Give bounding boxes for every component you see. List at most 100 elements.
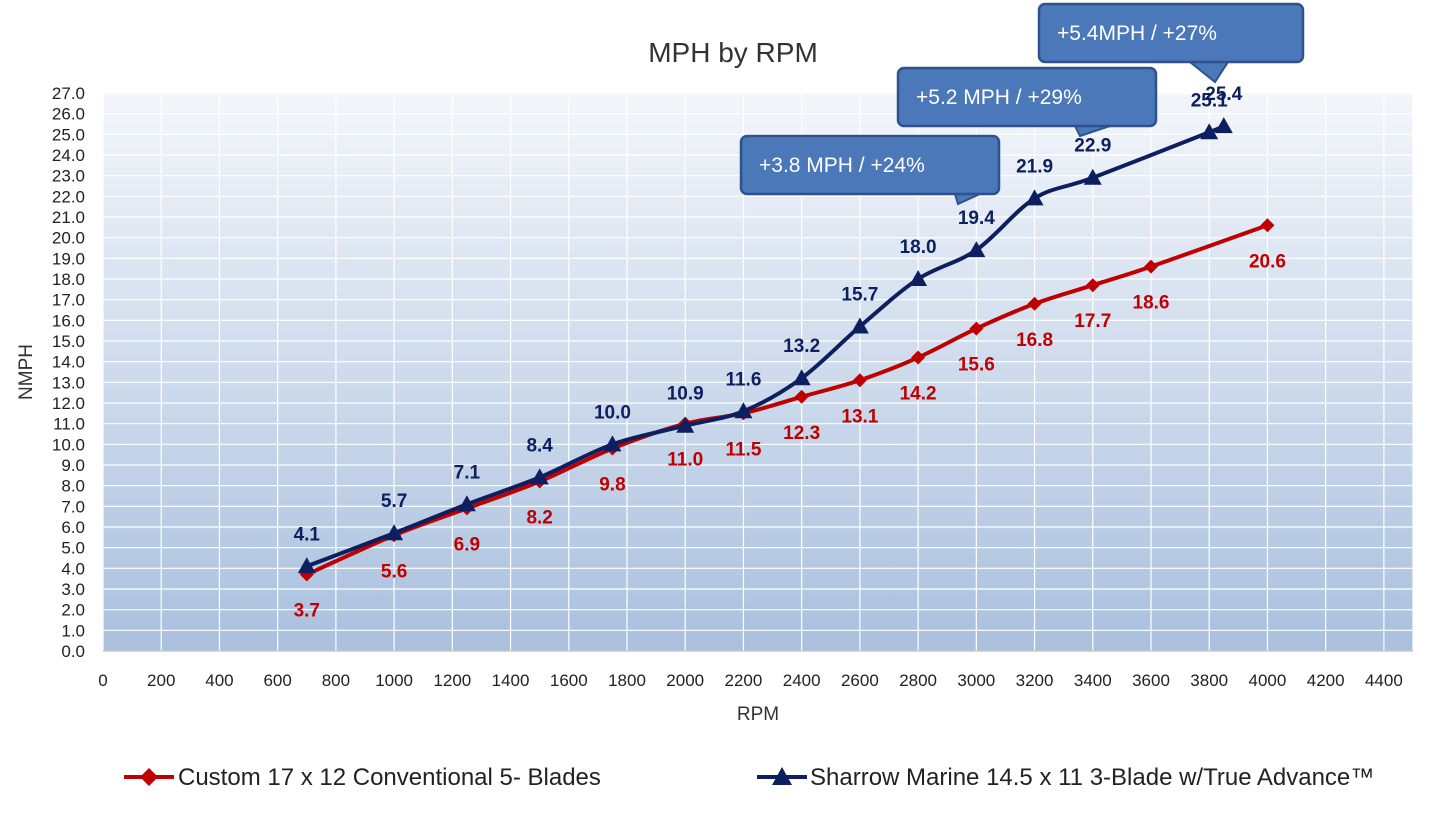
x-tick-label: 1200: [433, 671, 471, 690]
y-tick-label: 6.0: [61, 518, 85, 537]
y-tick-label: 23.0: [52, 167, 85, 186]
data-point-triangle[interactable]: [603, 435, 622, 452]
data-point-diamond[interactable]: [1027, 296, 1042, 311]
x-tick-label: 800: [322, 671, 350, 690]
callout-tail: [1187, 61, 1230, 84]
y-tick-label: 8.0: [61, 477, 85, 496]
callout-1: +3.8 MPH / +24%: [739, 134, 1001, 206]
legend-label-custom: Custom 17 x 12 Conventional 5- Blades: [178, 764, 601, 791]
y-tick-label: 25.0: [52, 125, 85, 144]
y-tick-label: 19.0: [52, 249, 85, 268]
data-label: 25.1: [1191, 90, 1228, 111]
data-label: 14.2: [900, 384, 937, 405]
legend-label-sharrow: Sharrow Marine 14.5 x 11 3-Blade w/True …: [810, 764, 1374, 791]
y-tick-label: 10.0: [52, 435, 85, 454]
callout-text: +5.2 MPH / +29%: [916, 86, 1082, 109]
x-tick-label: 2400: [783, 671, 821, 690]
x-tick-label: 4400: [1365, 671, 1403, 690]
data-point-triangle[interactable]: [297, 557, 316, 574]
y-tick-label: 24.0: [52, 146, 85, 165]
legend-item-custom[interactable]: Custom 17 x 12 Conventional 5- Blades: [124, 764, 601, 791]
x-tick-label: 2200: [725, 671, 763, 690]
callout-3: +5.4MPH / +27%: [1037, 2, 1305, 84]
data-point-triangle[interactable]: [457, 495, 476, 512]
data-point-triangle[interactable]: [385, 524, 404, 541]
data-label: 18.6: [1133, 293, 1170, 314]
data-point-triangle[interactable]: [1083, 168, 1102, 185]
data-label: 8.2: [526, 508, 552, 529]
y-tick-label: 7.0: [61, 497, 85, 516]
data-label: 5.6: [381, 561, 407, 582]
x-tick-label: 600: [263, 671, 291, 690]
data-point-diamond[interactable]: [969, 321, 984, 336]
data-point-triangle[interactable]: [676, 416, 695, 433]
y-tick-label: 0.0: [61, 642, 85, 661]
data-point-triangle[interactable]: [850, 317, 869, 334]
callouts: +3.8 MPH / +24% +5.2 MPH / +29% +5.4MPH / …: [739, 2, 1305, 206]
y-tick-label: 20.0: [52, 229, 85, 248]
data-point-diamond[interactable]: [852, 373, 867, 388]
y-tick-label: 4.0: [61, 559, 85, 578]
data-point-diamond[interactable]: [911, 350, 926, 365]
data-label: 11.6: [725, 369, 761, 390]
callout-box: [739, 134, 1001, 196]
x-tick-label: 2600: [841, 671, 879, 690]
y-tick-label: 16.0: [52, 311, 85, 330]
y-axis-ticks: 0.0 1.02.0 3.0 4.05.0 6.0 7.08.0 9.0 10.011.0 12…: [52, 84, 85, 661]
data-label: 4.1: [294, 524, 321, 545]
data-label: 10.9: [667, 384, 704, 405]
data-point-diamond[interactable]: [1260, 218, 1275, 233]
y-tick-label: 5.0: [61, 539, 85, 558]
x-tick-label: 3800: [1190, 671, 1228, 690]
data-point-triangle[interactable]: [792, 369, 811, 386]
x-axis-title: RPM: [737, 704, 779, 725]
y-tick-label: 14.0: [52, 353, 85, 372]
data-point-triangle[interactable]: [1025, 189, 1044, 206]
x-tick-label: 1400: [492, 671, 530, 690]
y-tick-label: 1.0: [61, 621, 85, 640]
data-point-diamond[interactable]: [794, 389, 809, 404]
x-tick-label: 2800: [899, 671, 937, 690]
data-label: 25.4: [1205, 84, 1242, 105]
y-tick-label: 9.0: [61, 456, 85, 475]
data-point-triangle[interactable]: [1200, 123, 1219, 140]
data-label: 11.0: [667, 450, 703, 471]
data-point-diamond[interactable]: [1085, 278, 1100, 293]
y-tick-label: 2.0: [61, 601, 85, 620]
data-point-triangle[interactable]: [967, 241, 986, 258]
x-tick-label: 4000: [1249, 671, 1287, 690]
x-tick-label: 1600: [550, 671, 588, 690]
y-tick-label: 12.0: [52, 394, 85, 413]
data-label: 15.7: [841, 285, 878, 306]
data-point-triangle[interactable]: [1214, 117, 1233, 134]
series-1: 4.1 5.7 7.1 8.4 10.0 10.9 11.6 13.2 15.7 18.0 19.4…: [294, 84, 1243, 574]
legend-marker-triangle: [772, 767, 792, 785]
legend: Custom 17 x 12 Conventional 5- Blades Sh…: [124, 764, 1374, 791]
data-label: 7.1: [454, 462, 481, 483]
y-tick-label: 11.0: [53, 415, 85, 434]
x-tick-label: 1000: [375, 671, 413, 690]
data-label: 13.1: [841, 406, 878, 427]
y-tick-label: 15.0: [52, 332, 85, 351]
data-label: 3.7: [294, 601, 320, 622]
y-tick-label: 13.0: [52, 373, 85, 392]
data-label: 5.7: [381, 491, 407, 512]
data-point-triangle[interactable]: [530, 468, 549, 485]
y-tick-label: 26.0: [52, 105, 85, 124]
x-tick-label: 3600: [1132, 671, 1170, 690]
y-axis-title: NMPH: [16, 344, 37, 400]
legend-item-sharrow[interactable]: Sharrow Marine 14.5 x 11 3-Blade w/True …: [757, 764, 1374, 791]
data-point-diamond[interactable]: [1144, 259, 1158, 274]
data-label: 18.0: [900, 237, 937, 258]
data-label: 10.0: [594, 402, 631, 423]
data-label: 11.5: [725, 439, 761, 460]
data-label: 16.8: [1016, 330, 1053, 351]
x-axis-ticks: 0 200 400 600 800 1000 1200 1400 1600 1800 2000 220…: [98, 671, 1403, 690]
callout-text: +3.8 MPH / +24%: [759, 154, 925, 177]
data-point-triangle[interactable]: [909, 270, 928, 286]
data-point-triangle[interactable]: [734, 402, 753, 419]
x-tick-label: 400: [205, 671, 233, 690]
y-tick-label: 21.0: [52, 208, 85, 227]
callout-2: +5.2 MPH / +29%: [896, 66, 1158, 138]
